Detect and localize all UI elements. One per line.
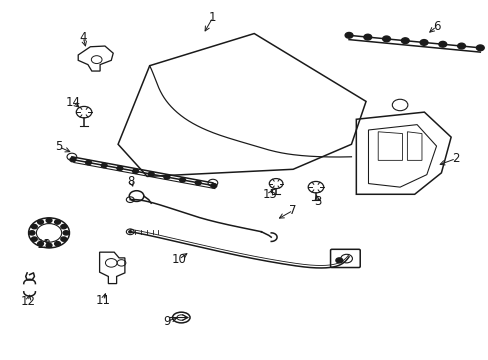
Circle shape bbox=[61, 225, 66, 229]
Text: 14: 14 bbox=[66, 96, 81, 109]
Text: 8: 8 bbox=[127, 175, 135, 188]
Circle shape bbox=[210, 184, 216, 188]
Text: 3: 3 bbox=[313, 195, 321, 208]
Text: 10: 10 bbox=[171, 253, 186, 266]
Circle shape bbox=[31, 225, 37, 229]
Circle shape bbox=[101, 163, 107, 167]
Circle shape bbox=[457, 43, 465, 49]
Circle shape bbox=[475, 45, 483, 51]
Circle shape bbox=[38, 220, 43, 224]
Text: 4: 4 bbox=[79, 31, 87, 44]
Circle shape bbox=[419, 40, 427, 45]
Circle shape bbox=[363, 34, 371, 40]
Circle shape bbox=[38, 242, 43, 246]
Circle shape bbox=[46, 243, 52, 248]
Circle shape bbox=[163, 175, 169, 179]
Circle shape bbox=[128, 231, 131, 233]
Circle shape bbox=[148, 172, 154, 176]
Text: 7: 7 bbox=[289, 204, 296, 217]
Circle shape bbox=[85, 161, 91, 165]
Circle shape bbox=[63, 231, 69, 235]
Text: 9: 9 bbox=[163, 315, 170, 328]
Circle shape bbox=[382, 36, 389, 42]
Circle shape bbox=[55, 242, 61, 246]
Text: 2: 2 bbox=[451, 152, 459, 165]
Text: 12: 12 bbox=[20, 295, 36, 308]
Circle shape bbox=[31, 237, 37, 241]
Circle shape bbox=[438, 41, 446, 47]
Circle shape bbox=[132, 169, 138, 174]
Circle shape bbox=[55, 220, 61, 224]
Text: 15: 15 bbox=[262, 188, 277, 201]
Circle shape bbox=[46, 218, 52, 222]
Circle shape bbox=[401, 38, 408, 44]
Circle shape bbox=[179, 178, 185, 182]
Text: 1: 1 bbox=[209, 11, 216, 24]
Circle shape bbox=[335, 258, 342, 263]
Circle shape bbox=[345, 32, 352, 38]
Text: 6: 6 bbox=[432, 20, 439, 33]
Circle shape bbox=[61, 237, 66, 241]
Text: 5: 5 bbox=[55, 140, 62, 153]
Circle shape bbox=[195, 181, 201, 185]
Circle shape bbox=[117, 166, 122, 171]
Text: 13: 13 bbox=[37, 238, 52, 251]
Text: 11: 11 bbox=[96, 294, 111, 307]
Circle shape bbox=[29, 231, 35, 235]
Circle shape bbox=[70, 157, 76, 162]
